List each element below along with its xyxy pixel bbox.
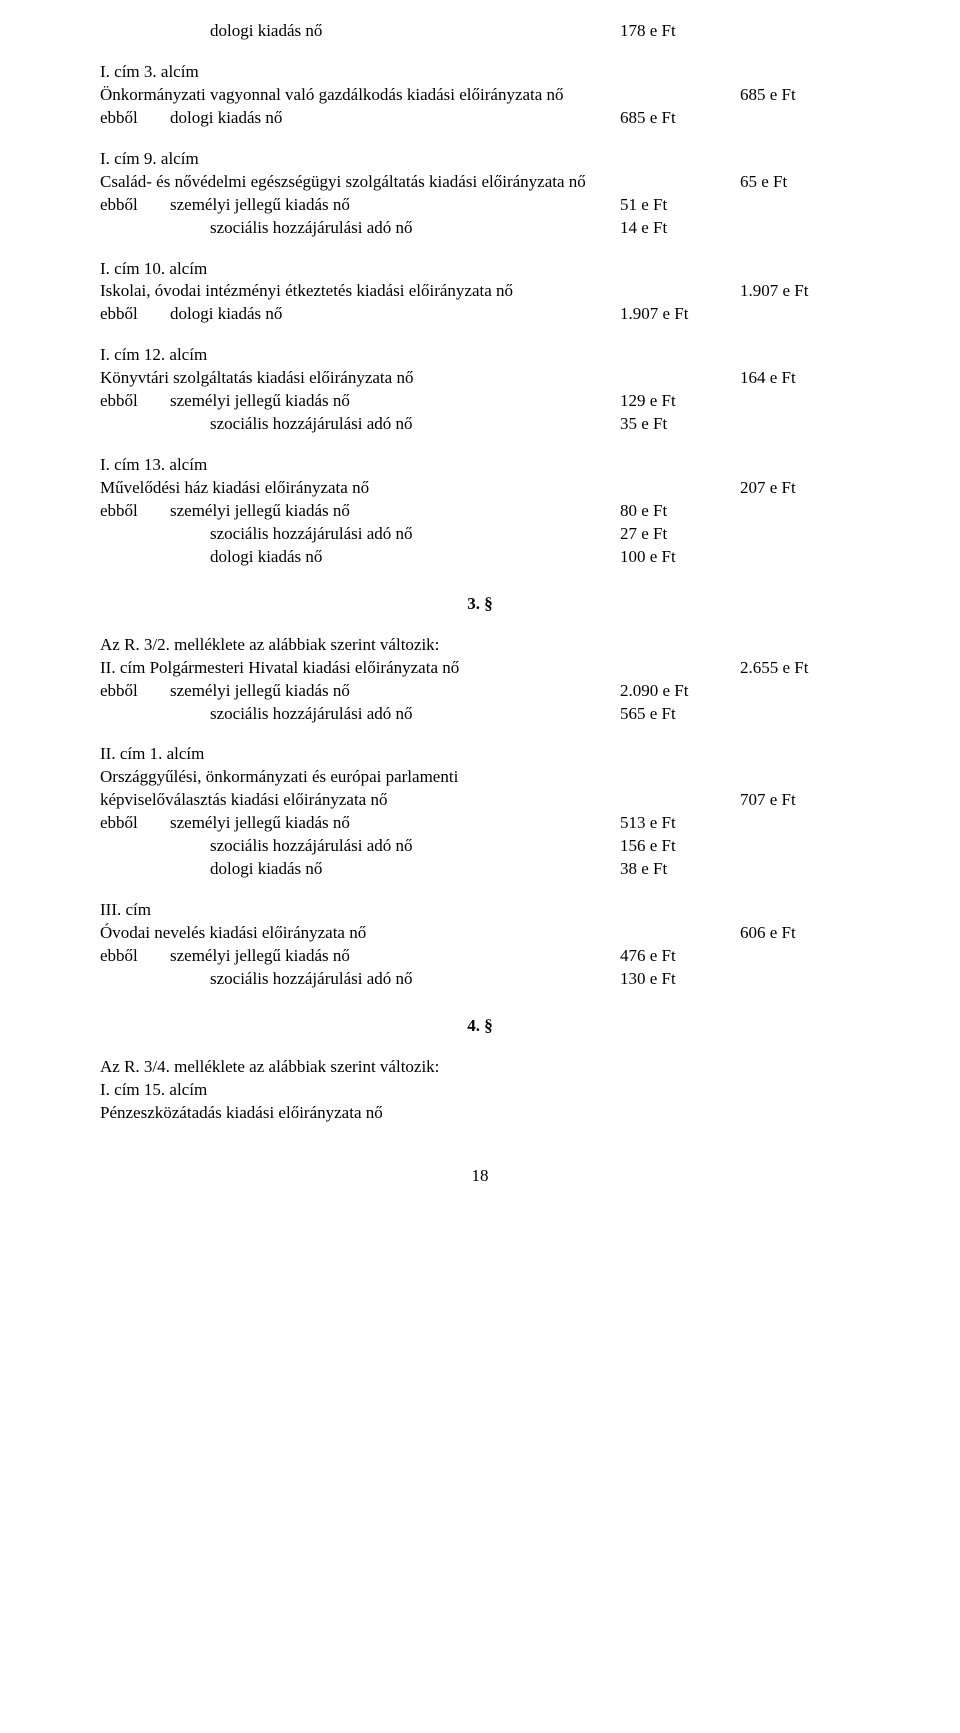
section-i-3: I. cím 3. alcím Önkormányzati vagyonnal … — [100, 61, 860, 130]
section-i-9: I. cím 9. alcím Család- és nővédelmi egé… — [100, 148, 860, 240]
title-line1: Országgyűlési, önkormányzati és európai … — [100, 766, 860, 789]
heading: I. cím 13. alcím — [100, 454, 860, 477]
text: dologi kiadás nő — [210, 546, 620, 569]
text: szociális hozzájárulási adó nő — [210, 413, 620, 436]
amount: 2.090 e Ft — [620, 680, 740, 703]
heading: Az R. 3/4. melléklete az alábbiak szerin… — [100, 1056, 860, 1079]
amount: 178 e Ft — [620, 20, 740, 43]
text: személyi jellegű kiadás nő — [170, 390, 620, 413]
prefix: ebből — [100, 500, 170, 523]
amount: 156 e Ft — [620, 835, 740, 858]
amount: 100 e Ft — [620, 546, 740, 569]
heading: Az R. 3/2. melléklete az alábbiak szerin… — [100, 634, 860, 657]
title: Önkormányzati vagyonnal való gazdálkodás… — [100, 84, 740, 107]
section-r34: Az R. 3/4. melléklete az alábbiak szerin… — [100, 1056, 860, 1125]
text: személyi jellegű kiadás nő — [170, 945, 620, 968]
text: dologi kiadás nő — [170, 303, 620, 326]
amount: 65 e Ft — [740, 171, 860, 194]
amount: 207 e Ft — [740, 477, 860, 500]
amount: 164 e Ft — [740, 367, 860, 390]
text: szociális hozzájárulási adó nő — [210, 835, 620, 858]
text: szociális hozzájárulási adó nő — [210, 968, 620, 991]
title-line2: képviselőválasztás kiadási előirányzata … — [100, 789, 740, 812]
amount: 14 e Ft — [620, 217, 740, 240]
amount: 685 e Ft — [740, 84, 860, 107]
amount: 606 e Ft — [740, 922, 860, 945]
section-i-12: I. cím 12. alcím Könyvtári szolgáltatás … — [100, 344, 860, 436]
amount: 707 e Ft — [740, 789, 860, 812]
text: szociális hozzájárulási adó nő — [210, 217, 620, 240]
title: Iskolai, óvodai intézményi étkeztetés ki… — [100, 280, 740, 303]
section-r32: Az R. 3/2. melléklete az alábbiak szerin… — [100, 634, 860, 726]
text: szociális hozzájárulási adó nő — [210, 523, 620, 546]
amount: 80 e Ft — [620, 500, 740, 523]
top-block: dologi kiadás nő 178 e Ft — [100, 20, 860, 43]
title: Család- és nővédelmi egészségügyi szolgá… — [100, 171, 740, 194]
text: személyi jellegű kiadás nő — [170, 500, 620, 523]
section-i-10: I. cím 10. alcím Iskolai, óvodai intézmé… — [100, 258, 860, 327]
amount: 35 e Ft — [620, 413, 740, 436]
text: személyi jellegű kiadás nő — [170, 812, 620, 835]
text: I. cím 15. alcím — [100, 1079, 860, 1102]
prefix: ebből — [100, 390, 170, 413]
amount: 51 e Ft — [620, 194, 740, 217]
amount: 38 e Ft — [620, 858, 740, 881]
text: dologi kiadás nő — [170, 107, 620, 130]
title: Könyvtári szolgáltatás kiadási előirányz… — [100, 367, 740, 390]
prefix: ebből — [100, 945, 170, 968]
page-number: 18 — [100, 1165, 860, 1188]
section-number-4: 4. § — [100, 1015, 860, 1038]
text: dologi kiadás nő — [210, 858, 620, 881]
section-i-13: I. cím 13. alcím Művelődési ház kiadási … — [100, 454, 860, 569]
heading: I. cím 9. alcím — [100, 148, 860, 171]
heading: I. cím 10. alcím — [100, 258, 860, 281]
amount: 2.655 e Ft — [740, 657, 860, 680]
title: Művelődési ház kiadási előirányzata nő — [100, 477, 740, 500]
heading: I. cím 3. alcím — [100, 61, 860, 84]
amount: 685 e Ft — [620, 107, 740, 130]
amount: 27 e Ft — [620, 523, 740, 546]
text: dologi kiadás nő — [210, 20, 620, 43]
prefix: ebből — [100, 107, 170, 130]
prefix: ebből — [100, 194, 170, 217]
text: személyi jellegű kiadás nő — [170, 680, 620, 703]
prefix: ebből — [100, 303, 170, 326]
prefix: ebből — [100, 812, 170, 835]
title: Óvodai nevelés kiadási előirányzata nő — [100, 922, 740, 945]
amount: 130 e Ft — [620, 968, 740, 991]
prefix: ebből — [100, 680, 170, 703]
amount: 565 e Ft — [620, 703, 740, 726]
title: II. cím Polgármesteri Hivatal kiadási el… — [100, 657, 740, 680]
section-ii-1: II. cím 1. alcím Országgyűlési, önkormán… — [100, 743, 860, 881]
heading: I. cím 12. alcím — [100, 344, 860, 367]
text: Pénzeszközátadás kiadási előirányzata nő — [100, 1102, 860, 1125]
section-iii: III. cím Óvodai nevelés kiadási előirány… — [100, 899, 860, 991]
amount: 129 e Ft — [620, 390, 740, 413]
amount: 476 e Ft — [620, 945, 740, 968]
amount: 1.907 e Ft — [740, 280, 860, 303]
text: szociális hozzájárulási adó nő — [210, 703, 620, 726]
text: személyi jellegű kiadás nő — [170, 194, 620, 217]
heading: II. cím 1. alcím — [100, 743, 860, 766]
amount: 513 e Ft — [620, 812, 740, 835]
section-number-3: 3. § — [100, 593, 860, 616]
heading: III. cím — [100, 899, 860, 922]
amount: 1.907 e Ft — [620, 303, 740, 326]
